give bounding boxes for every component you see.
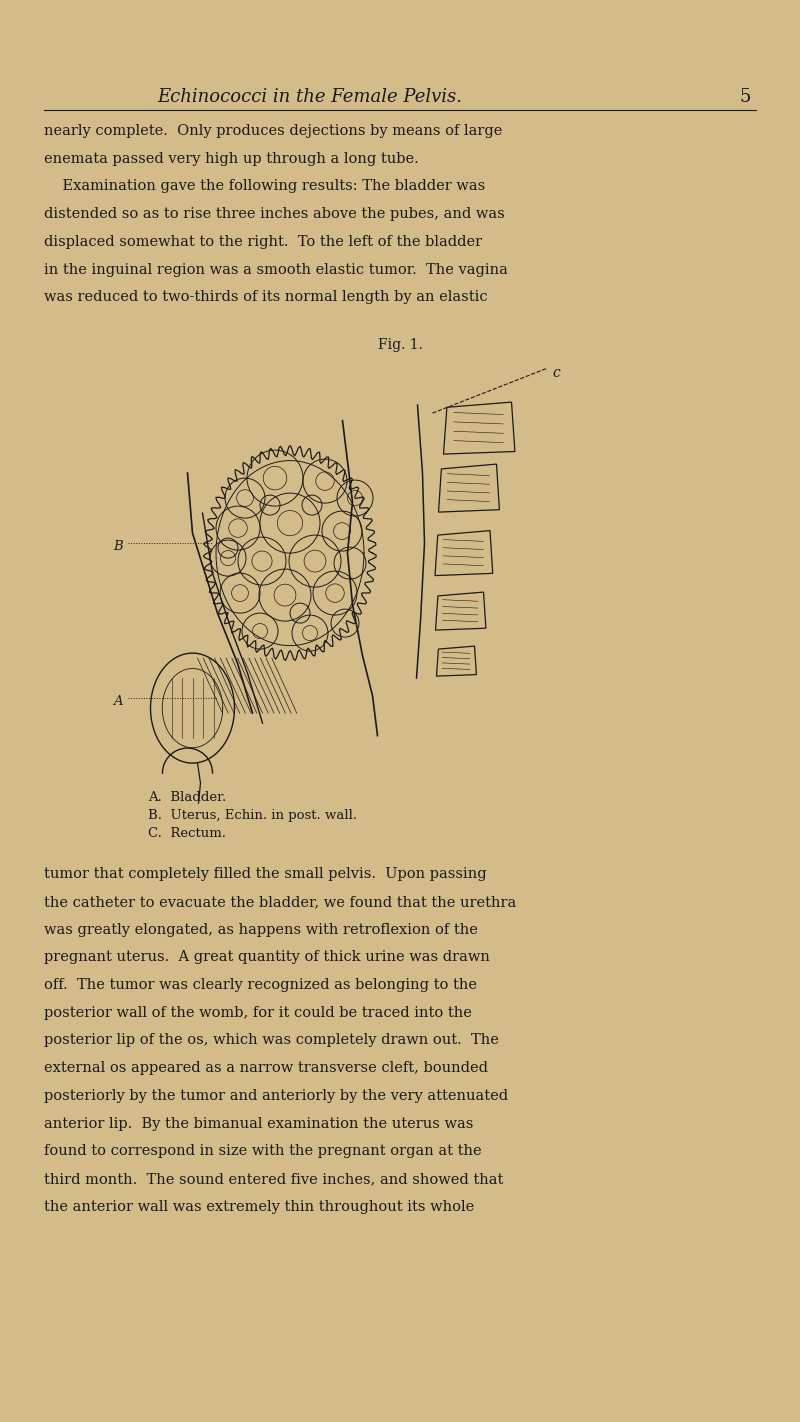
Text: in the inguinal region was a smooth elastic tumor.  The vagina: in the inguinal region was a smooth elas… bbox=[44, 263, 508, 277]
Text: enemata passed very high up through a long tube.: enemata passed very high up through a lo… bbox=[44, 152, 418, 166]
Text: Echinococci in the Female Pelvis.: Echinococci in the Female Pelvis. bbox=[158, 88, 462, 107]
Text: B.  Uterus, Echin. in post. wall.: B. Uterus, Echin. in post. wall. bbox=[148, 809, 357, 822]
Text: was greatly elongated, as happens with retroflexion of the: was greatly elongated, as happens with r… bbox=[44, 923, 478, 937]
Text: A: A bbox=[113, 694, 122, 708]
Text: third month.  The sound entered five inches, and showed that: third month. The sound entered five inch… bbox=[44, 1172, 503, 1186]
Text: external os appeared as a narrow transverse cleft, bounded: external os appeared as a narrow transve… bbox=[44, 1061, 488, 1075]
Text: c: c bbox=[553, 365, 560, 380]
Text: pregnant uterus.  A great quantity of thick urine was drawn: pregnant uterus. A great quantity of thi… bbox=[44, 950, 490, 964]
Text: found to correspond in size with the pregnant organ at the: found to correspond in size with the pre… bbox=[44, 1145, 482, 1159]
Text: tumor that completely filled the small pelvis.  Upon passing: tumor that completely filled the small p… bbox=[44, 867, 486, 882]
Text: posterior wall of the womb, for it could be traced into the: posterior wall of the womb, for it could… bbox=[44, 1005, 472, 1020]
Text: C.  Rectum.: C. Rectum. bbox=[148, 828, 226, 840]
Text: posteriorly by the tumor and anteriorly by the very attenuated: posteriorly by the tumor and anteriorly … bbox=[44, 1089, 508, 1103]
Text: B: B bbox=[113, 539, 122, 553]
Text: A.  Bladder.: A. Bladder. bbox=[148, 791, 226, 803]
Text: distended so as to rise three inches above the pubes, and was: distended so as to rise three inches abo… bbox=[44, 208, 505, 222]
Text: displaced somewhat to the right.  To the left of the bladder: displaced somewhat to the right. To the … bbox=[44, 235, 482, 249]
Text: nearly complete.  Only produces dejections by means of large: nearly complete. Only produces dejection… bbox=[44, 124, 502, 138]
Text: the catheter to evacuate the bladder, we found that the urethra: the catheter to evacuate the bladder, we… bbox=[44, 894, 516, 909]
Text: Fig. 1.: Fig. 1. bbox=[378, 338, 422, 353]
Text: 5: 5 bbox=[739, 88, 750, 107]
Text: was reduced to two-thirds of its normal length by an elastic: was reduced to two-thirds of its normal … bbox=[44, 290, 488, 304]
Text: Examination gave the following results: The bladder was: Examination gave the following results: … bbox=[44, 179, 486, 193]
Text: posterior lip of the os, which was completely drawn out.  The: posterior lip of the os, which was compl… bbox=[44, 1034, 499, 1048]
Text: off.  The tumor was clearly recognized as belonging to the: off. The tumor was clearly recognized as… bbox=[44, 978, 477, 993]
Text: anterior lip.  By the bimanual examination the uterus was: anterior lip. By the bimanual examinatio… bbox=[44, 1116, 474, 1130]
Text: the anterior wall was extremely thin throughout its whole: the anterior wall was extremely thin thr… bbox=[44, 1200, 474, 1214]
